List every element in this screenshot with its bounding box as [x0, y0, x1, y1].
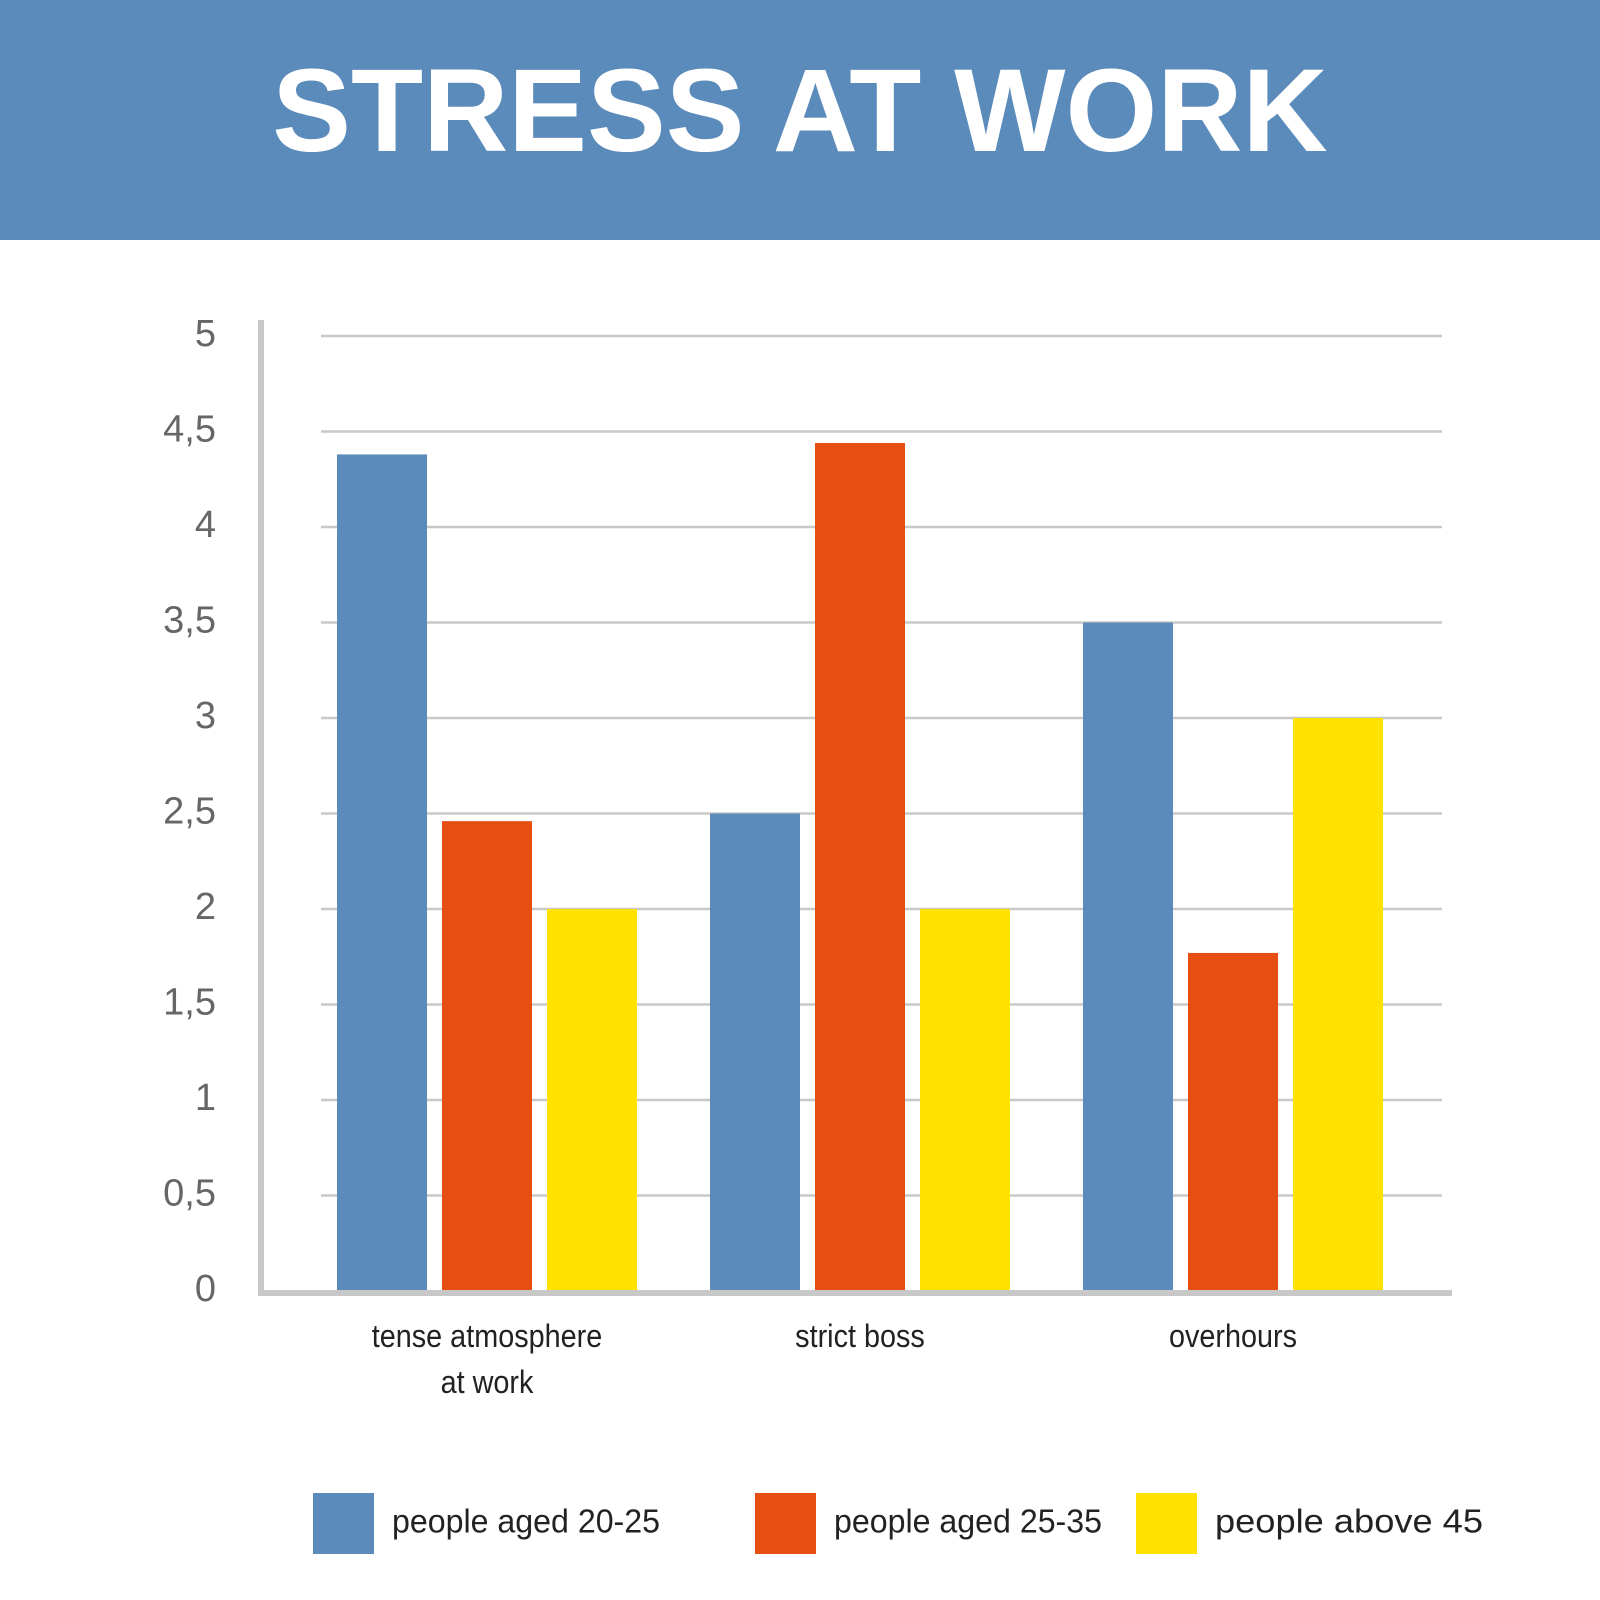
legend-label: people aged 20-25 — [392, 1503, 660, 1540]
y-tick-label: 4,5 — [163, 409, 216, 451]
chart-title: STRESS AT WORK — [272, 45, 1327, 177]
legend-label: people above 45 — [1215, 1503, 1483, 1540]
bar — [1293, 718, 1383, 1291]
header-band — [0, 0, 1600, 240]
x-tick-label: overhours — [1168, 1318, 1298, 1354]
y-tick-label: 1,5 — [163, 982, 216, 1024]
x-tick-label: tense atmosphere at work — [371, 1318, 603, 1400]
legend-swatch — [313, 1493, 374, 1554]
bar — [547, 909, 637, 1291]
y-tick-label: 0 — [195, 1268, 216, 1310]
legend-swatch — [755, 1493, 816, 1554]
y-tick-label: 3,5 — [163, 600, 216, 642]
y-tick-label: 3 — [195, 695, 216, 737]
x-tick-label: strict boss — [795, 1318, 925, 1354]
bar — [710, 813, 800, 1291]
y-tick-label: 4 — [195, 504, 216, 546]
y-tick-label: 5 — [195, 313, 216, 355]
y-tick-label: 0,5 — [163, 1173, 216, 1215]
bar — [1083, 622, 1173, 1291]
legend-swatch — [1136, 1493, 1197, 1554]
y-tick-label: 1 — [195, 1077, 216, 1119]
bar — [337, 454, 427, 1291]
y-tick-label: 2,5 — [163, 791, 216, 833]
bar — [1188, 952, 1278, 1291]
bar — [920, 909, 1010, 1291]
bar — [442, 821, 532, 1291]
bar — [815, 442, 905, 1292]
y-tick-label: 2 — [195, 886, 216, 928]
legend-label: people aged 25-35 — [834, 1503, 1102, 1540]
